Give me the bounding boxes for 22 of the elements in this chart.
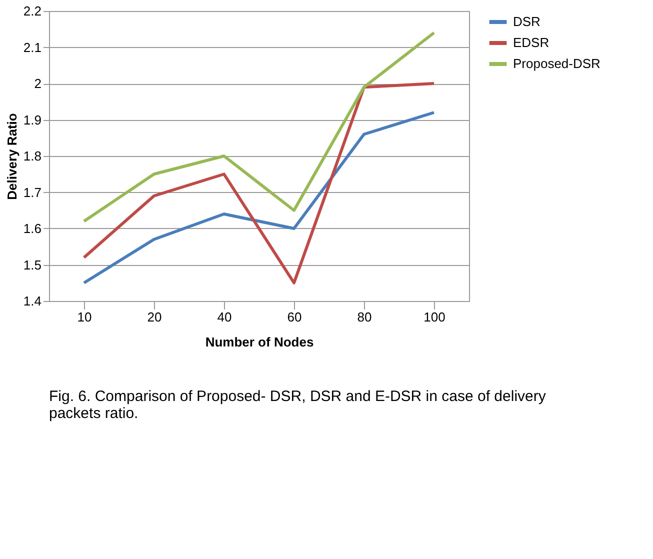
y-tick-label: 2.2 [23, 4, 42, 18]
legend-label: EDSR [513, 35, 550, 50]
x-tick-label: 40 [217, 310, 232, 324]
x-tick-label: 60 [287, 310, 302, 324]
legend-label: Proposed-DSR [513, 56, 600, 71]
y-tick-label: 1.7 [23, 184, 42, 200]
y-tick-label: 1.8 [23, 148, 42, 164]
y-tick-label: 1.6 [23, 221, 42, 236]
x-tick-label: 80 [357, 310, 372, 324]
x-tick-label: 10 [77, 310, 92, 324]
y-tick-label: 2.1 [23, 40, 42, 55]
legend-label: DSR [513, 14, 540, 29]
x-axis-title: Number of Nodes [205, 334, 314, 350]
caption: Fig. 6. Comparison of Proposed- DSR, DSR and E-DSR in case of delivery packets ratio. [49, 388, 546, 422]
y-tick-label: 2 [34, 76, 42, 91]
y-tick-label: 1.9 [23, 112, 42, 128]
y-axis-title: Delivery Ratio [4, 113, 20, 200]
y-tick-label: 1.5 [23, 257, 42, 272]
line-series [82, 31, 436, 223]
y-tick-label: 1.4 [23, 294, 42, 308]
x-tick-label: 20 [147, 310, 162, 324]
x-tick-label: 100 [424, 310, 446, 324]
